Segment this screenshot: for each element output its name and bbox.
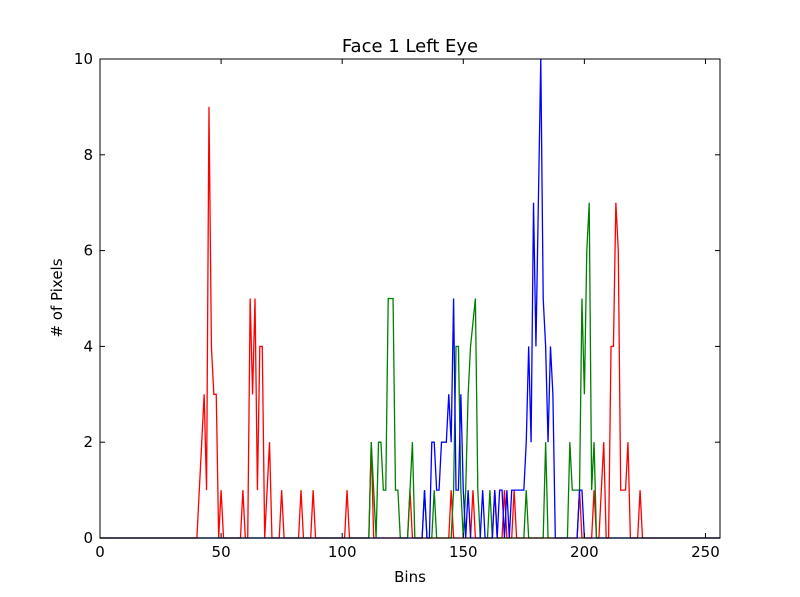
chart-title: Face 1 Left Eye	[342, 36, 478, 57]
x-axis-label: Bins	[394, 568, 426, 586]
x-tick-label: 100	[328, 543, 357, 561]
x-tick-label: 250	[691, 543, 720, 561]
x-tick-label: 50	[212, 543, 231, 561]
x-tick-label: 150	[449, 543, 478, 561]
plot-frame	[99, 58, 721, 539]
y-tick-label: 0	[83, 529, 93, 547]
y-tick-label: 2	[83, 433, 93, 451]
y-tick-label: 4	[83, 337, 93, 355]
y-tick-label: 8	[83, 146, 93, 164]
y-axis-label: # of Pixels	[48, 258, 66, 337]
y-tick-label: 6	[83, 242, 93, 260]
x-tick-label: 0	[95, 543, 105, 561]
tick-layer: 0 50 100 150 200 250 0 2 4 6 8 10	[74, 50, 720, 561]
series-line-2	[100, 58, 720, 539]
x-tick-label: 200	[570, 543, 599, 561]
y-tick-label: 10	[74, 50, 93, 68]
